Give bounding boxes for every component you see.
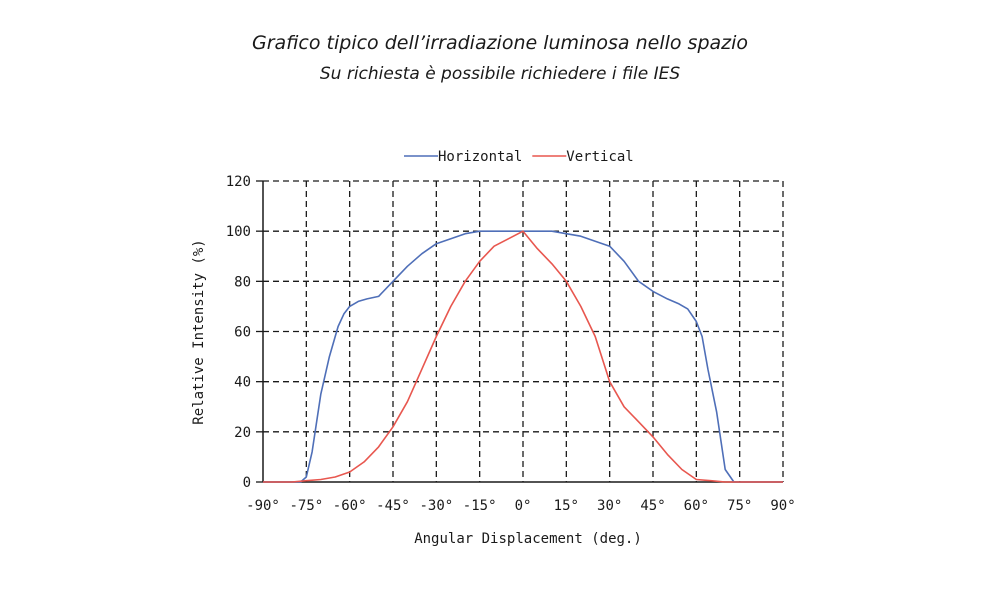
y-tick-label: 60	[234, 325, 251, 341]
x-tick-label: -60°	[333, 498, 367, 514]
x-tick-label: 75°	[727, 498, 752, 514]
chart-axes: -90° -75° -60° -45° -30° -15° 0° 15° 30° 45° 60° 75…	[226, 174, 796, 514]
y-tick-label: 20	[234, 425, 251, 441]
y-tick-label: 80	[234, 274, 251, 290]
x-tick-label: -45°	[376, 498, 410, 514]
y-tick-label: 0	[243, 475, 251, 491]
x-tick-label: -30°	[419, 498, 453, 514]
y-tick-label: 120	[226, 174, 251, 190]
series-line-horizontal	[263, 230, 783, 483]
legend-label-horizontal: Horizontal	[438, 149, 522, 165]
series-line-vertical	[263, 230, 783, 483]
x-tick-label: 30°	[597, 498, 622, 514]
x-tick-label: 60°	[684, 498, 709, 514]
chart-legend: Horizontal Vertical	[404, 149, 634, 165]
x-tick-label: 15°	[554, 498, 579, 514]
y-tick-label: 100	[226, 224, 251, 240]
x-axis-label: Angular Displacement (deg.)	[414, 531, 642, 547]
x-tick-label: -90°	[246, 498, 280, 514]
x-tick-label: 0°	[515, 498, 532, 514]
page-title: Grafico tipico dell’irradiazione luminos…	[251, 32, 749, 54]
chart-grid	[263, 180, 784, 482]
y-tick-label: 40	[234, 375, 251, 391]
x-tick-label: -15°	[463, 498, 497, 514]
x-tick-label: 90°	[770, 498, 795, 514]
y-axis-label: Relative Intensity (%)	[191, 239, 207, 424]
x-tick-label: -75°	[289, 498, 323, 514]
page-subtitle: Su richiesta è possibile richiedere i fi…	[319, 64, 681, 84]
chart-series	[263, 230, 783, 483]
legend-label-vertical: Vertical	[566, 149, 633, 165]
x-tick-label: 45°	[640, 498, 665, 514]
